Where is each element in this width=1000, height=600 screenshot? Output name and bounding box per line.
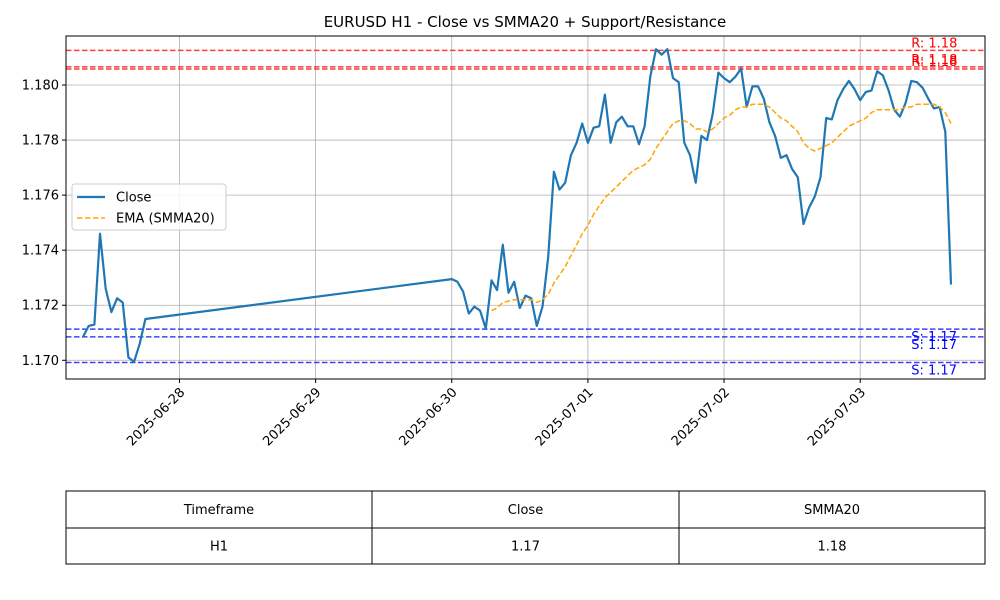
legend: Close EMA (SMMA20)	[71, 183, 227, 231]
support-resistance-lines: R: 1.18R: 1.18R: 1.18S: 1.17S: 1.17S: 1.…	[66, 36, 985, 378]
support-label: S: 1.17	[911, 330, 957, 345]
table-header: Close	[508, 503, 543, 518]
table-cell	[65, 527, 373, 565]
table-value: H1	[210, 540, 228, 555]
x-tick-label: 2025-07-01	[533, 385, 597, 449]
table-cell	[371, 527, 680, 565]
resistance-label: R: 1.18	[911, 36, 957, 51]
x-tick-label: 2025-06-28	[124, 385, 188, 449]
support-label: S: 1.17	[911, 363, 957, 378]
table-header: Timeframe	[183, 503, 254, 518]
y-tick-label: 1.172	[22, 299, 59, 314]
summary-table: Timeframe Close SMMA20 H1 1.17 1.18	[65, 490, 986, 565]
x-tick-label: 2025-06-30	[397, 385, 461, 449]
table-value: 1.18	[818, 540, 847, 555]
y-tick-label: 1.178	[22, 134, 59, 149]
series-line-smma20	[491, 103, 952, 312]
x-tick-label: 2025-07-03	[805, 385, 869, 449]
x-tick-label: 2025-06-29	[260, 385, 324, 449]
y-tick-label: 1.176	[22, 189, 59, 204]
y-tick-label: 1.170	[22, 354, 59, 369]
support-label: S: 1.17	[911, 338, 957, 353]
x-tick-label: 2025-07-02	[669, 385, 733, 449]
series-line-close	[82, 48, 953, 363]
resistance-label: R: 1.18	[911, 55, 957, 70]
series	[82, 48, 953, 363]
y-tick-label: 1.174	[22, 244, 59, 259]
table-cell	[65, 490, 373, 529]
legend-label: EMA (SMMA20)	[116, 212, 215, 227]
legend-box	[71, 183, 227, 231]
plot-frame	[65, 35, 986, 380]
table-cell	[678, 490, 986, 529]
resistance-label: R: 1.18	[911, 53, 957, 68]
legend-label: Close	[116, 191, 151, 206]
table-cell	[371, 490, 680, 529]
y-tick-label: 1.180	[22, 79, 59, 94]
chart-title: EURUSD H1 - Close vs SMMA20 + Support/Re…	[324, 13, 727, 31]
table-value: 1.17	[511, 540, 540, 555]
axes: 1.170 1.172 1.174 1.176 1.178 1.180 2025-06-28…	[22, 35, 986, 449]
table-cell	[678, 527, 986, 565]
table-header: SMMA20	[804, 503, 860, 518]
